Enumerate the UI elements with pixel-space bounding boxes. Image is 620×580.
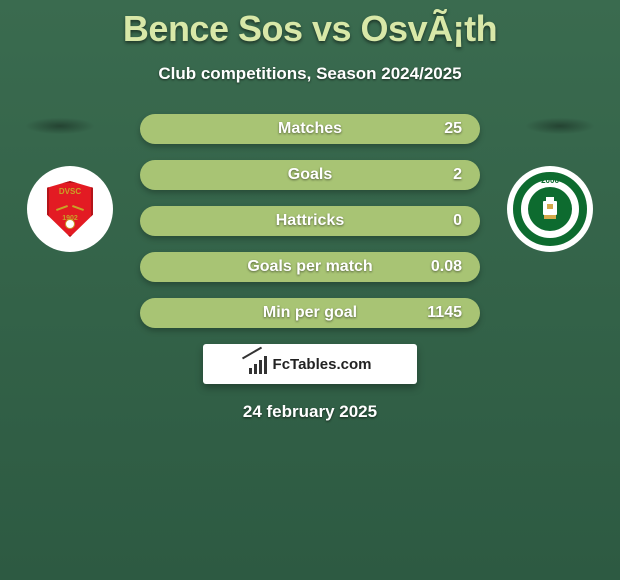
stat-label: Hattricks — [276, 212, 344, 230]
date-text: 24 february 2025 — [0, 402, 620, 422]
brand-text: FcTables.com — [273, 356, 372, 373]
stat-label: Matches — [278, 120, 342, 138]
shield-icon: DVSC 1902 — [47, 181, 93, 237]
stat-value: 1145 — [427, 304, 462, 322]
stat-label: Min per goal — [263, 304, 357, 322]
stat-label: Goals per match — [247, 258, 372, 276]
stat-value: 0.08 — [431, 258, 462, 276]
brand-logo-box[interactable]: FcTables.com — [203, 344, 417, 384]
subtitle: Club competitions, Season 2024/2025 — [0, 64, 620, 84]
stat-value: 0 — [453, 212, 462, 230]
page-title: Bence Sos vs OsvÃ¡th — [0, 0, 620, 50]
stats-list: Matches 25 Goals 2 Hattricks 0 Goals per… — [140, 114, 480, 328]
content-area: DVSC 1902 2006 Matches 25 Goals 2 — [0, 114, 620, 422]
crest-icon — [536, 195, 564, 223]
badge-shadow-left — [10, 114, 110, 138]
badge-right-year: 2006 — [541, 176, 559, 185]
stat-value: 2 — [453, 166, 462, 184]
stat-row: Min per goal 1145 — [140, 298, 480, 328]
chart-icon — [249, 354, 269, 374]
stat-value: 25 — [444, 120, 462, 138]
stat-row: Goals 2 — [140, 160, 480, 190]
stat-row: Hattricks 0 — [140, 206, 480, 236]
shield-text-top: DVSC — [59, 187, 81, 196]
team-badge-right: 2006 — [507, 166, 593, 252]
badge-shadow-right — [510, 114, 610, 138]
stat-row: Goals per match 0.08 — [140, 252, 480, 282]
stat-row: Matches 25 — [140, 114, 480, 144]
ball-icon — [65, 219, 75, 229]
badge-right-crest-icon — [528, 187, 572, 231]
wings-icon — [58, 201, 82, 213]
team-badge-left-inner: DVSC 1902 — [38, 173, 102, 245]
stat-label: Goals — [288, 166, 332, 184]
team-badge-left: DVSC 1902 — [27, 166, 113, 252]
